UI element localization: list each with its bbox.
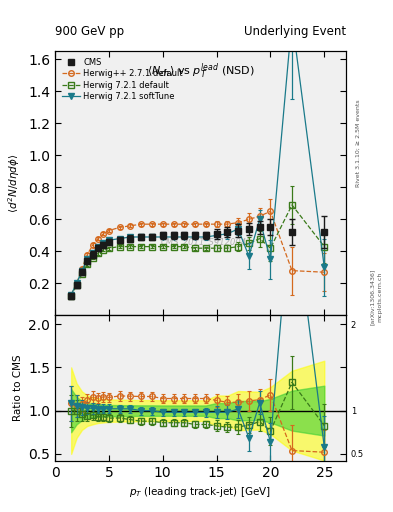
Text: mcplots.cern.ch: mcplots.cern.ch <box>377 272 382 322</box>
Text: $\langle N_{ch}\rangle$ vs $p_T^{lead}$ (NSD): $\langle N_{ch}\rangle$ vs $p_T^{lead}$ … <box>147 62 254 81</box>
X-axis label: $p_T$ (leading track-jet) [GeV]: $p_T$ (leading track-jet) [GeV] <box>129 485 272 499</box>
Text: Rivet 3.1.10; ≥ 2.5M events: Rivet 3.1.10; ≥ 2.5M events <box>356 99 361 187</box>
Text: CMS_2011_S9120041: CMS_2011_S9120041 <box>160 237 252 246</box>
Y-axis label: Ratio to CMS: Ratio to CMS <box>13 355 23 421</box>
Text: [arXiv:1306.3436]: [arXiv:1306.3436] <box>369 269 375 325</box>
Text: 900 GeV pp: 900 GeV pp <box>55 26 124 38</box>
Legend: CMS, Herwig++ 2.7.1 default, Herwig 7.2.1 default, Herwig 7.2.1 softTune: CMS, Herwig++ 2.7.1 default, Herwig 7.2.… <box>59 55 185 104</box>
Text: Underlying Event: Underlying Event <box>244 26 346 38</box>
Y-axis label: $\langle d^2 N/d\eta d\phi \rangle$: $\langle d^2 N/d\eta d\phi \rangle$ <box>7 154 22 213</box>
